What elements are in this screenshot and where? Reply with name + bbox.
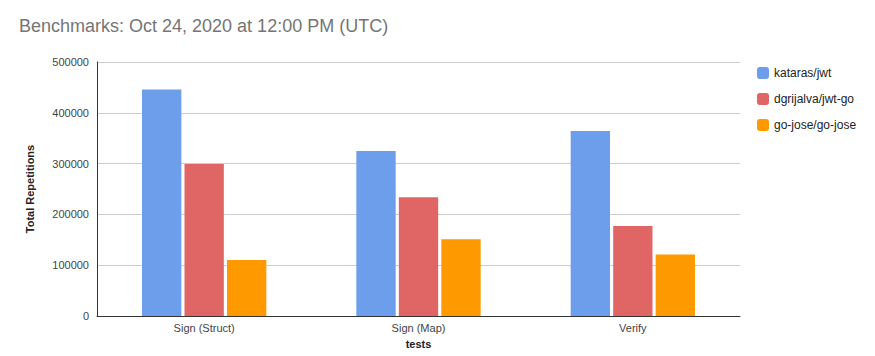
svg-text:dgrijalva/jwt-go: dgrijalva/jwt-go — [774, 92, 854, 106]
svg-text:100000: 100000 — [52, 259, 89, 271]
svg-text:Sign (Map): Sign (Map) — [392, 322, 446, 334]
svg-text:0: 0 — [83, 310, 89, 322]
svg-text:200000: 200000 — [52, 208, 89, 220]
svg-text:Verify: Verify — [619, 322, 647, 334]
svg-text:400000: 400000 — [52, 107, 89, 119]
svg-text:kataras/jwt: kataras/jwt — [774, 66, 832, 80]
svg-text:Sign (Struct): Sign (Struct) — [174, 322, 235, 334]
svg-text:Total Repetitions: Total Repetitions — [24, 145, 36, 233]
svg-text:Benchmarks: Oct 24, 2020 at 12: Benchmarks: Oct 24, 2020 at 12:00 PM (UT… — [19, 16, 388, 36]
svg-text:go-jose/go-jose: go-jose/go-jose — [774, 118, 856, 132]
svg-text:tests: tests — [406, 338, 432, 350]
svg-text:500000: 500000 — [52, 56, 89, 68]
svg-text:300000: 300000 — [52, 158, 89, 170]
